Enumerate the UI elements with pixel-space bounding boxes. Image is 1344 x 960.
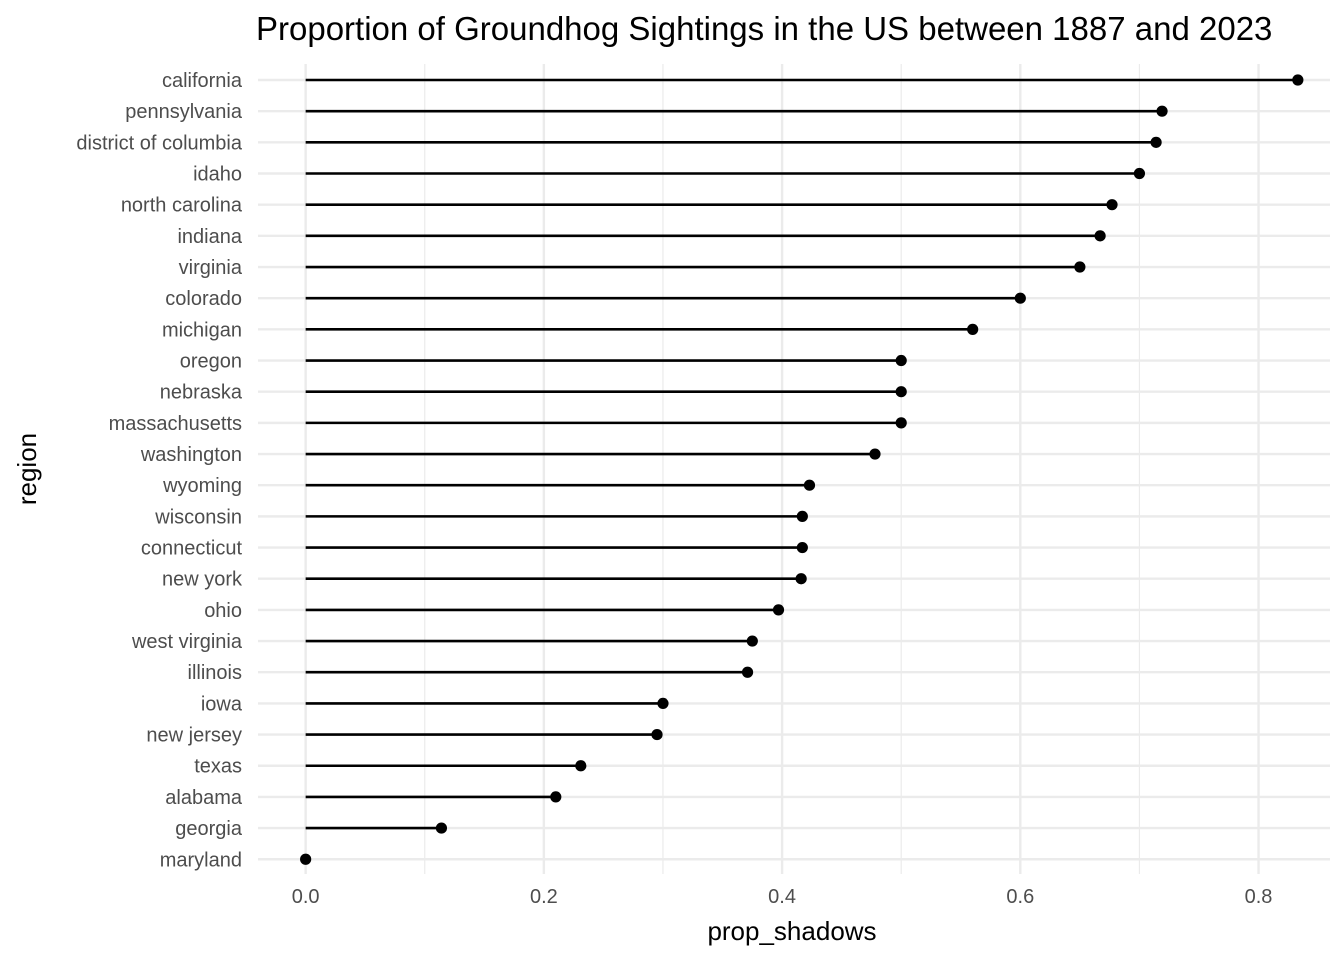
y-tick-label: new jersey: [146, 725, 242, 747]
lollipop-point: [436, 822, 447, 833]
lollipop-point: [575, 760, 586, 771]
y-tick-label: iowa: [201, 693, 243, 715]
lollipop-point: [747, 635, 758, 646]
lollipop-point: [796, 573, 807, 584]
y-tick-label: idaho: [193, 164, 242, 186]
y-tick-label: texas: [194, 756, 242, 778]
lollipop-point: [1156, 106, 1167, 117]
lollipop-point: [1292, 74, 1303, 85]
y-tick-label: ohio: [204, 600, 242, 622]
lollipop-point: [657, 698, 668, 709]
x-tick-label: 0.0: [292, 886, 320, 908]
y-tick-label: washington: [140, 444, 242, 466]
lollipop-point: [1015, 293, 1026, 304]
x-tick-label: 0.4: [768, 886, 796, 908]
y-axis-title: region: [12, 433, 42, 505]
lollipop-point: [804, 480, 815, 491]
x-tick-label: 0.8: [1245, 886, 1273, 908]
y-tick-label: california: [162, 70, 243, 92]
lollipop-point: [869, 448, 880, 459]
y-tick-label: alabama: [165, 787, 243, 809]
y-tick-label: massachusetts: [109, 413, 242, 435]
lollipop-point: [1074, 261, 1085, 272]
lollipop-point: [300, 854, 311, 865]
y-tick-label: west virginia: [131, 631, 243, 653]
y-tick-label: new york: [162, 569, 243, 591]
lollipop-point: [1150, 137, 1161, 148]
x-axis-title: prop_shadows: [707, 916, 876, 946]
lollipop-point: [651, 729, 662, 740]
lollipop-point: [1095, 230, 1106, 241]
y-tick-label: district of columbia: [76, 132, 242, 154]
lollipop-point: [773, 604, 784, 615]
y-tick-label: wisconsin: [154, 506, 242, 528]
y-tick-label: georgia: [175, 818, 243, 840]
lollipop-point: [967, 324, 978, 335]
x-tick-label: 0.2: [530, 886, 558, 908]
y-tick-label: pennsylvania: [125, 101, 243, 123]
y-tick-label: colorado: [165, 288, 242, 310]
lollipop-point: [1134, 168, 1145, 179]
y-tick-label: connecticut: [141, 538, 243, 560]
lollipop-point: [896, 417, 907, 428]
y-tick-label: maryland: [160, 849, 242, 871]
y-tick-label: illinois: [188, 662, 242, 684]
lollipop-point: [797, 542, 808, 553]
lollipop-point: [1106, 199, 1117, 210]
lollipop-point: [550, 791, 561, 802]
x-tick-label: 0.6: [1006, 886, 1034, 908]
lollipop-point: [742, 667, 753, 678]
lollipop-point: [797, 511, 808, 522]
y-tick-label: michigan: [162, 319, 242, 341]
y-tick-label: north carolina: [121, 195, 243, 217]
lollipop-point: [896, 386, 907, 397]
y-tick-label: oregon: [180, 351, 242, 373]
y-tick-label: wyoming: [162, 475, 242, 497]
chart-title: Proportion of Groundhog Sightings in the…: [256, 10, 1272, 47]
lollipop-point: [896, 355, 907, 366]
y-tick-label: indiana: [177, 226, 242, 248]
y-tick-label: nebraska: [160, 382, 243, 404]
y-tick-label: virginia: [179, 257, 243, 279]
